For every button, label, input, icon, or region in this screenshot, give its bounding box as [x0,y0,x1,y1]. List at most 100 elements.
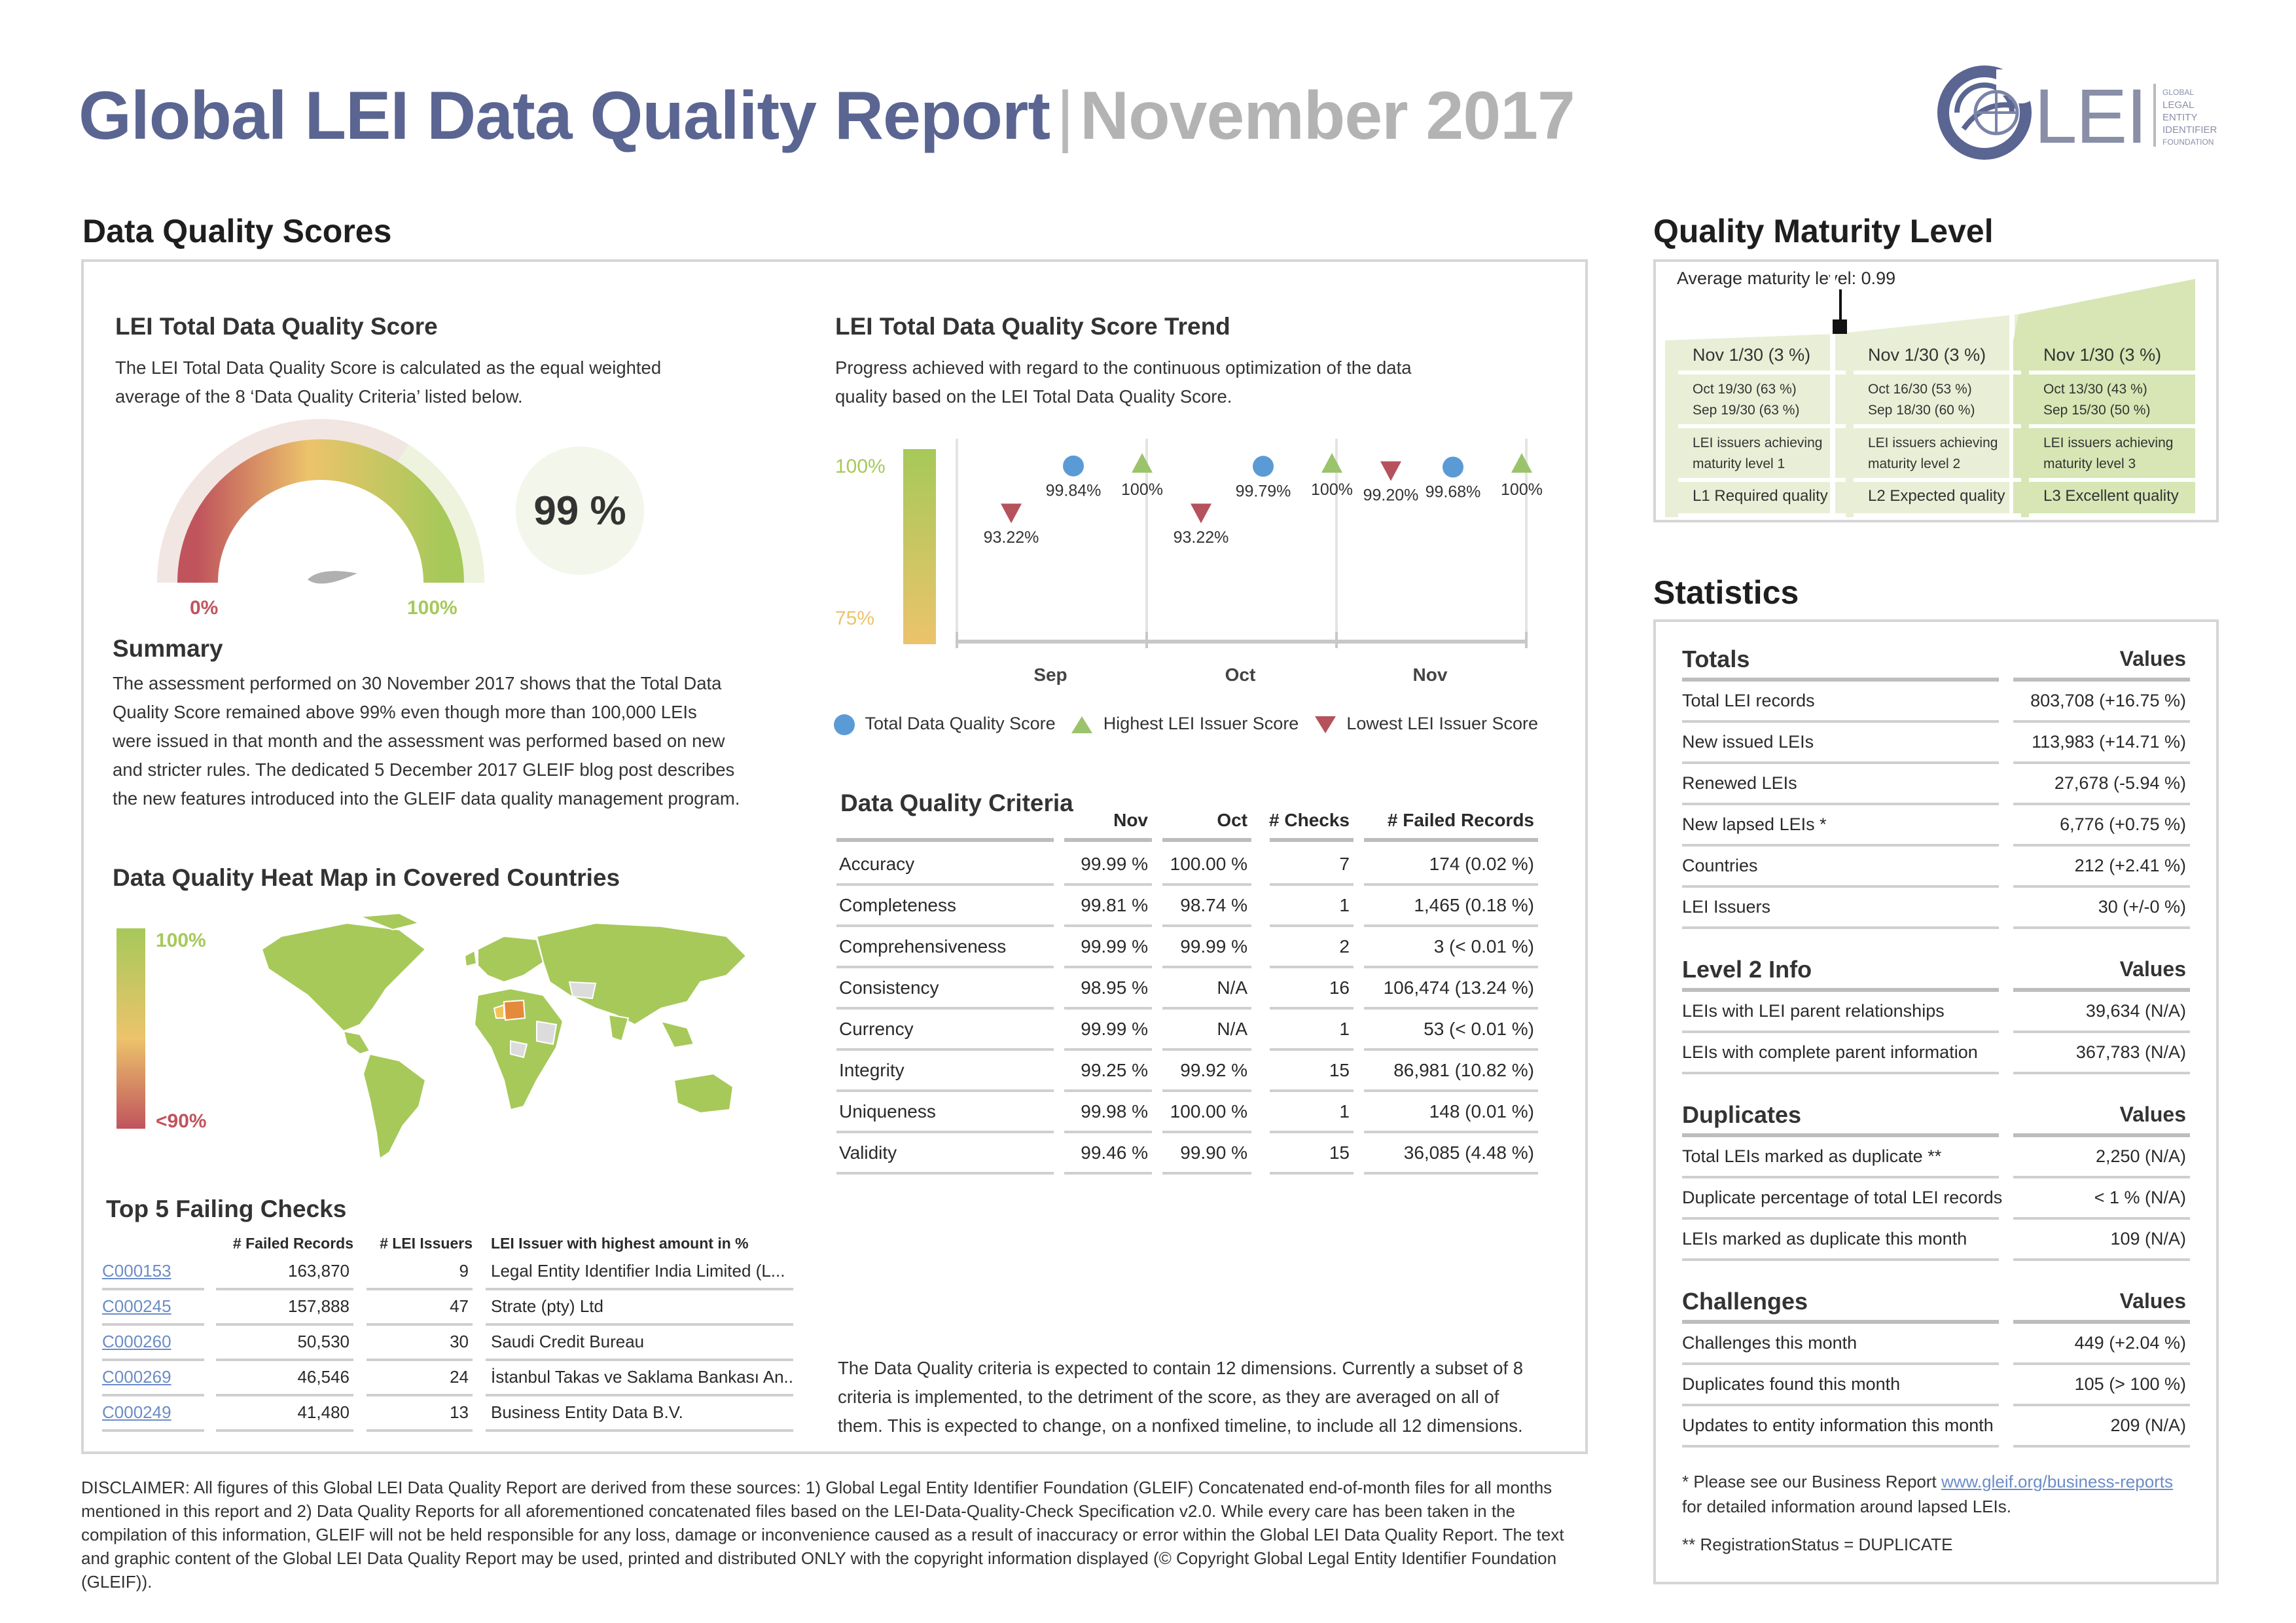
gauge-min-label: 0% [190,597,219,619]
top5-id-cell[interactable]: C000245 [102,1290,204,1326]
stats-row-value: 209 (N/A) [2013,1406,2190,1448]
maturity-sep: Sep 19/30 (63 %) [1693,403,1800,418]
trend-point-lowest [1380,461,1401,481]
heatmap-min-label: <90% [156,1110,207,1132]
report-title-text: Global LEI Data Quality Report [79,78,1050,154]
check-id-link[interactable]: C000269 [102,1367,171,1387]
stats-row-value: 39,634 (N/A) [2013,992,2190,1033]
report-title: Global LEI Data Quality Report|November … [79,77,1575,155]
stats-values-header: Values [2013,1096,2190,1137]
world-heat-map [260,912,747,1160]
maturity-background [1665,275,2195,517]
trend-data-label: 100% [1121,481,1163,499]
criteria-checks-cell: 1 [1270,1092,1354,1133]
top5-id-cell[interactable]: C000153 [102,1254,204,1290]
maturity-level-1-desc: LEI issuers achieving maturity level 1 [1693,435,1823,471]
trend-description: Progress achieved with regard to the con… [835,357,1412,407]
stats-row-label: Countries [1682,847,1999,888]
section-title-dqs: Data Quality Scores [82,213,392,249]
stats-row-label: Duplicates found this month [1682,1365,1999,1406]
criteria-checks-cell: 7 [1270,845,1354,886]
trend-data-label: 99.79% [1236,482,1291,500]
criteria-title: Data Quality Criteria [840,790,1073,816]
footnote-1-suffix: for detailed information around lapsed L… [1682,1497,2011,1516]
business-report-link[interactable]: www.gleif.org/business-reports [1941,1472,2174,1491]
top5-failed-cell: 157,888 [216,1290,353,1326]
total-score-title: LEI Total Data Quality Score [115,313,438,340]
check-id-link[interactable]: C000260 [102,1332,171,1351]
heatmap-title: Data Quality Heat Map in Covered Countri… [113,864,620,891]
stats-row-value: 30 (+/-0 %) [2013,888,2190,929]
trend-point-lowest [1191,503,1211,524]
top5-issuer-cell: Strate (pty) Ltd [486,1290,793,1326]
check-id-link[interactable]: C000245 [102,1296,171,1316]
maturity-level-1-name: L1 Required quality [1693,487,1828,505]
criteria-nov-cell: 99.99 % [1064,1010,1152,1051]
trend-category-label: Nov [1413,665,1448,685]
maturity-level-2-sep_oct: Oct 16/30 (53 %) Sep 18/30 (60 %) [1854,376,2021,424]
check-id-link[interactable]: C000249 [102,1402,171,1422]
stats-row-label: Renewed LEIs [1682,764,1999,805]
top5-title: Top 5 Failing Checks [106,1195,347,1222]
stats-row-value: 6,776 (+0.75 %) [2013,805,2190,847]
legend-label-lowest: Lowest LEI Issuer Score [1346,714,1538,733]
criteria-nov-cell: 99.46 % [1064,1133,1152,1175]
criteria-header-2: Oct [1162,803,1251,842]
criteria-header-line [836,803,1054,842]
stats-row-value: 27,678 (-5.94 %) [2013,764,2190,805]
stats-row-value: 212 (+2.41 %) [2013,847,2190,888]
legend-label-total: Total Data Quality Score [865,714,1056,733]
heatmap-low-country-1 [503,999,526,1021]
logo-divider [2153,84,2156,147]
maturity-row-divider [2029,371,2197,374]
maturity-oct: Oct 16/30 (53 %) [1868,382,1972,397]
stats-row-value: 449 (+2.04 %) [2013,1324,2190,1365]
trend-data-label: 93.22% [1174,528,1229,547]
gauge-max-label: 100% [407,597,457,619]
top5-id-cell[interactable]: C000249 [102,1396,204,1432]
maturity-row-divider [1854,424,2021,428]
criteria-name-cell: Validity [836,1133,1054,1175]
stats-group-title: Challenges [1682,1283,1999,1324]
trend-color-scale [903,449,936,644]
gleif-logo: LEI GLOBAL LEGAL ENTITY IDENTIFIER FOUND… [1931,60,2219,165]
top5-issuer-cell: Business Entity Data B.V. [486,1396,793,1432]
trend-point-highest [1132,453,1153,473]
stats-row-label: Total LEIs marked as duplicate ** [1682,1137,1999,1178]
top5-id-cell[interactable]: C000269 [102,1360,204,1396]
heatmap-max-label: 100% [156,930,206,951]
summary-text: The assessment performed on 30 November … [113,673,740,809]
criteria-checks-cell: 1 [1270,1010,1354,1051]
top5-issuer-cell: İstanbul Takas ve Saklama Bankası An... [486,1360,793,1396]
maturity-panel [1653,259,2219,522]
summary-title: Summary [113,635,223,662]
stats-row-label: New lapsed LEIs * [1682,805,1999,847]
section-title-maturity: Quality Maturity Level [1653,213,1994,249]
trend-point-total [1063,455,1084,477]
stats-values-header: Values [2013,951,2190,992]
stats-group-title: Level 2 Info [1682,951,1999,992]
stats-group-title: Duplicates [1682,1096,1999,1137]
criteria-name-cell: Consistency [836,968,1054,1010]
trend-point-highest [1511,453,1532,473]
stats-row-value: 367,783 (N/A) [2013,1033,2190,1074]
legend-triangle-down-icon [1314,716,1336,733]
legend-triangle-up-icon [1071,716,1093,733]
trend-chart: Sep Oct Nov 99.84% 99.79% 99.68% 100% 100% 100% 9… [956,439,1543,685]
stats-row-label: LEIs with complete parent information [1682,1033,1999,1074]
section-title-statistics: Statistics [1653,574,1799,611]
top5-issuer-cell: Saudi Credit Bureau [486,1325,793,1361]
legend-label-highest: Highest LEI Issuer Score [1103,714,1299,733]
trend-legend: Total Data Quality Score Highest LEI Iss… [834,714,1538,735]
criteria-failed-cell: 86,981 (10.82 %) [1364,1051,1538,1092]
criteria-name-cell: Currency [836,1010,1054,1051]
criteria-name-cell: Uniqueness [836,1092,1054,1133]
footnote-1: * Please see our Business Report www.gle… [1682,1469,2173,1519]
total-score-description: The LEI Total Data Quality Score is calc… [115,357,662,407]
trend-data-label: 99.20% [1363,486,1419,505]
maturity-oct: Oct 13/30 (43 %) [2043,382,2147,397]
check-id-link[interactable]: C000153 [102,1261,171,1281]
top5-id-cell[interactable]: C000260 [102,1325,204,1361]
trend-data-label: 93.22% [984,528,1039,547]
maturity-row-divider [1678,424,1846,428]
